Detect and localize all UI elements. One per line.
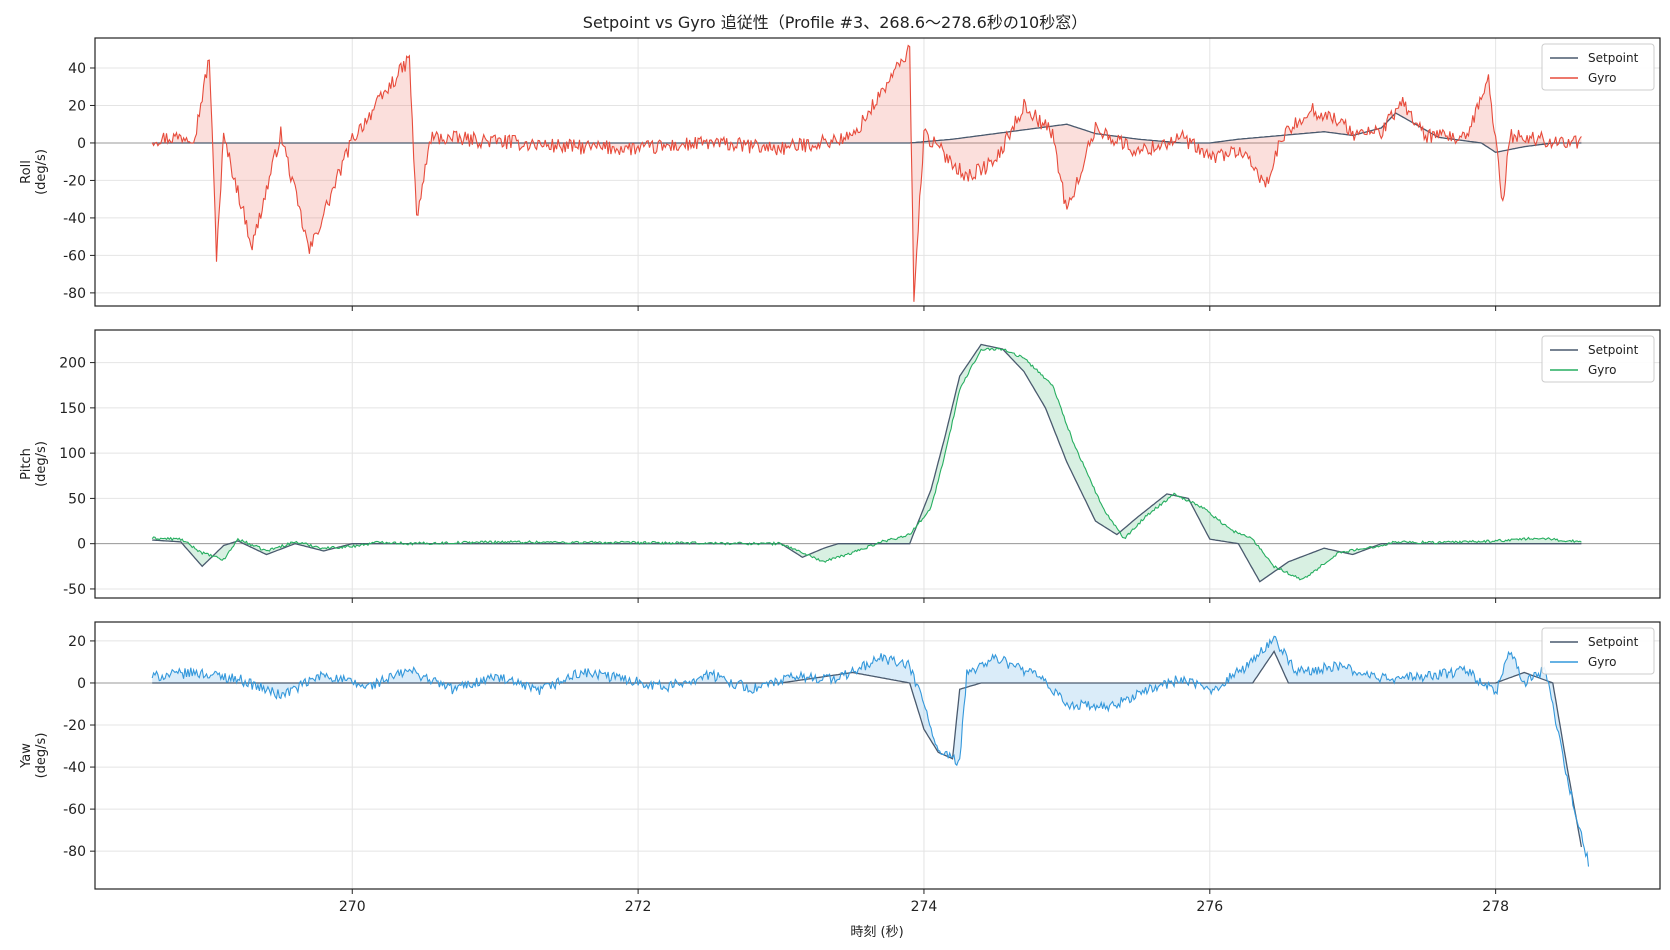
x-tick-label: 272 bbox=[625, 899, 652, 915]
y-tick-label: 50 bbox=[68, 491, 86, 507]
x-tick-label: 270 bbox=[339, 899, 366, 915]
y-tick-label: 200 bbox=[59, 356, 86, 372]
axes-frame bbox=[94, 37, 1661, 307]
legend: Setpoint Gyro bbox=[1541, 335, 1655, 383]
y-tick-label: -20 bbox=[63, 718, 86, 734]
tracking-error-fill bbox=[152, 636, 1582, 847]
y-tick-label: -60 bbox=[63, 802, 86, 818]
plot-area bbox=[151, 44, 1582, 302]
legend-label: Gyro bbox=[1588, 655, 1616, 669]
series-line-gyro bbox=[151, 347, 1582, 581]
y-tick-label: 40 bbox=[68, 61, 86, 77]
y-tick-label: 0 bbox=[77, 676, 86, 692]
y-tick-label: -20 bbox=[63, 173, 86, 189]
chart-title: Setpoint vs Gyro 追従性（Profile #3、268.6〜27… bbox=[583, 13, 1087, 32]
y-tick-label: 150 bbox=[59, 401, 86, 417]
y-tick-label: -80 bbox=[63, 844, 86, 860]
y-tick-label: -80 bbox=[63, 286, 86, 302]
panels: 40200-20-40-60-80Roll(deg/s)SetpointGyro… bbox=[19, 37, 1661, 915]
legend-label: Setpoint bbox=[1588, 51, 1639, 65]
y-tick-label: -50 bbox=[63, 582, 86, 598]
y-axis-label: Roll(deg/s) bbox=[19, 149, 49, 195]
y-tick-label: 0 bbox=[77, 136, 86, 152]
legend: Setpoint Gyro bbox=[1541, 627, 1655, 675]
x-tick-label: 278 bbox=[1482, 899, 1509, 915]
y-tick-label: 20 bbox=[68, 98, 86, 114]
legend-label: Setpoint bbox=[1588, 635, 1639, 649]
tracking-error-fill bbox=[152, 344, 1582, 582]
tracking-error-fill bbox=[152, 45, 1582, 302]
legend-label: Setpoint bbox=[1588, 343, 1639, 357]
panel-roll: 40 20 0 -20 -40 -60 -80 Roll(deg/s) Setpoint Gyro bbox=[19, 37, 1661, 311]
series-line-gyro bbox=[151, 44, 1582, 302]
series-line-setpoint bbox=[152, 112, 1582, 153]
axes-frame bbox=[94, 329, 1661, 599]
y-tick-label: -40 bbox=[63, 211, 86, 227]
legend-label: Gyro bbox=[1588, 71, 1616, 85]
axes-frame bbox=[94, 621, 1661, 890]
y-tick-label: 100 bbox=[59, 446, 86, 462]
series-line-setpoint bbox=[152, 650, 1583, 848]
legend: Setpoint Gyro bbox=[1541, 43, 1655, 91]
y-tick-label: -60 bbox=[63, 248, 86, 264]
plot-area bbox=[151, 343, 1582, 583]
y-tick-label: 0 bbox=[77, 537, 86, 553]
panel-pitch: 200 150 100 50 0 -50 Pitch(deg/s) Setpoint Gyro bbox=[19, 329, 1661, 603]
y-tick-label: -40 bbox=[63, 760, 86, 776]
x-axis-label: 時刻 (秒) bbox=[850, 925, 903, 940]
panel-yaw: 20 0 -20 -40 -60 -80 270 272 274 276 278 Yaw(deg/s)… bbox=[19, 621, 1661, 915]
x-tick-label: 274 bbox=[911, 899, 938, 915]
legend-label: Gyro bbox=[1588, 363, 1616, 377]
series-line-gyro bbox=[151, 635, 1590, 867]
x-tick-label: 276 bbox=[1196, 899, 1223, 915]
y-axis-label: Yaw(deg/s) bbox=[19, 733, 49, 779]
y-axis-label: Pitch(deg/s) bbox=[19, 441, 49, 487]
y-tick-label: 20 bbox=[68, 634, 86, 650]
plot-area bbox=[151, 635, 1590, 867]
